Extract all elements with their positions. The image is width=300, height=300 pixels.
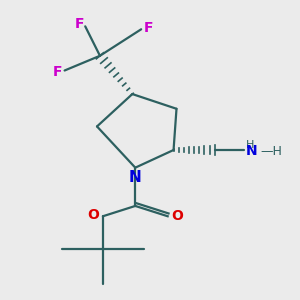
Text: N: N	[246, 145, 257, 158]
Text: F: F	[53, 65, 62, 79]
Text: N: N	[129, 170, 142, 185]
Text: H: H	[246, 140, 254, 150]
Text: O: O	[171, 209, 183, 223]
Text: O: O	[88, 208, 99, 222]
Text: F: F	[143, 21, 153, 35]
Text: —H: —H	[260, 145, 282, 158]
Text: F: F	[74, 17, 84, 31]
